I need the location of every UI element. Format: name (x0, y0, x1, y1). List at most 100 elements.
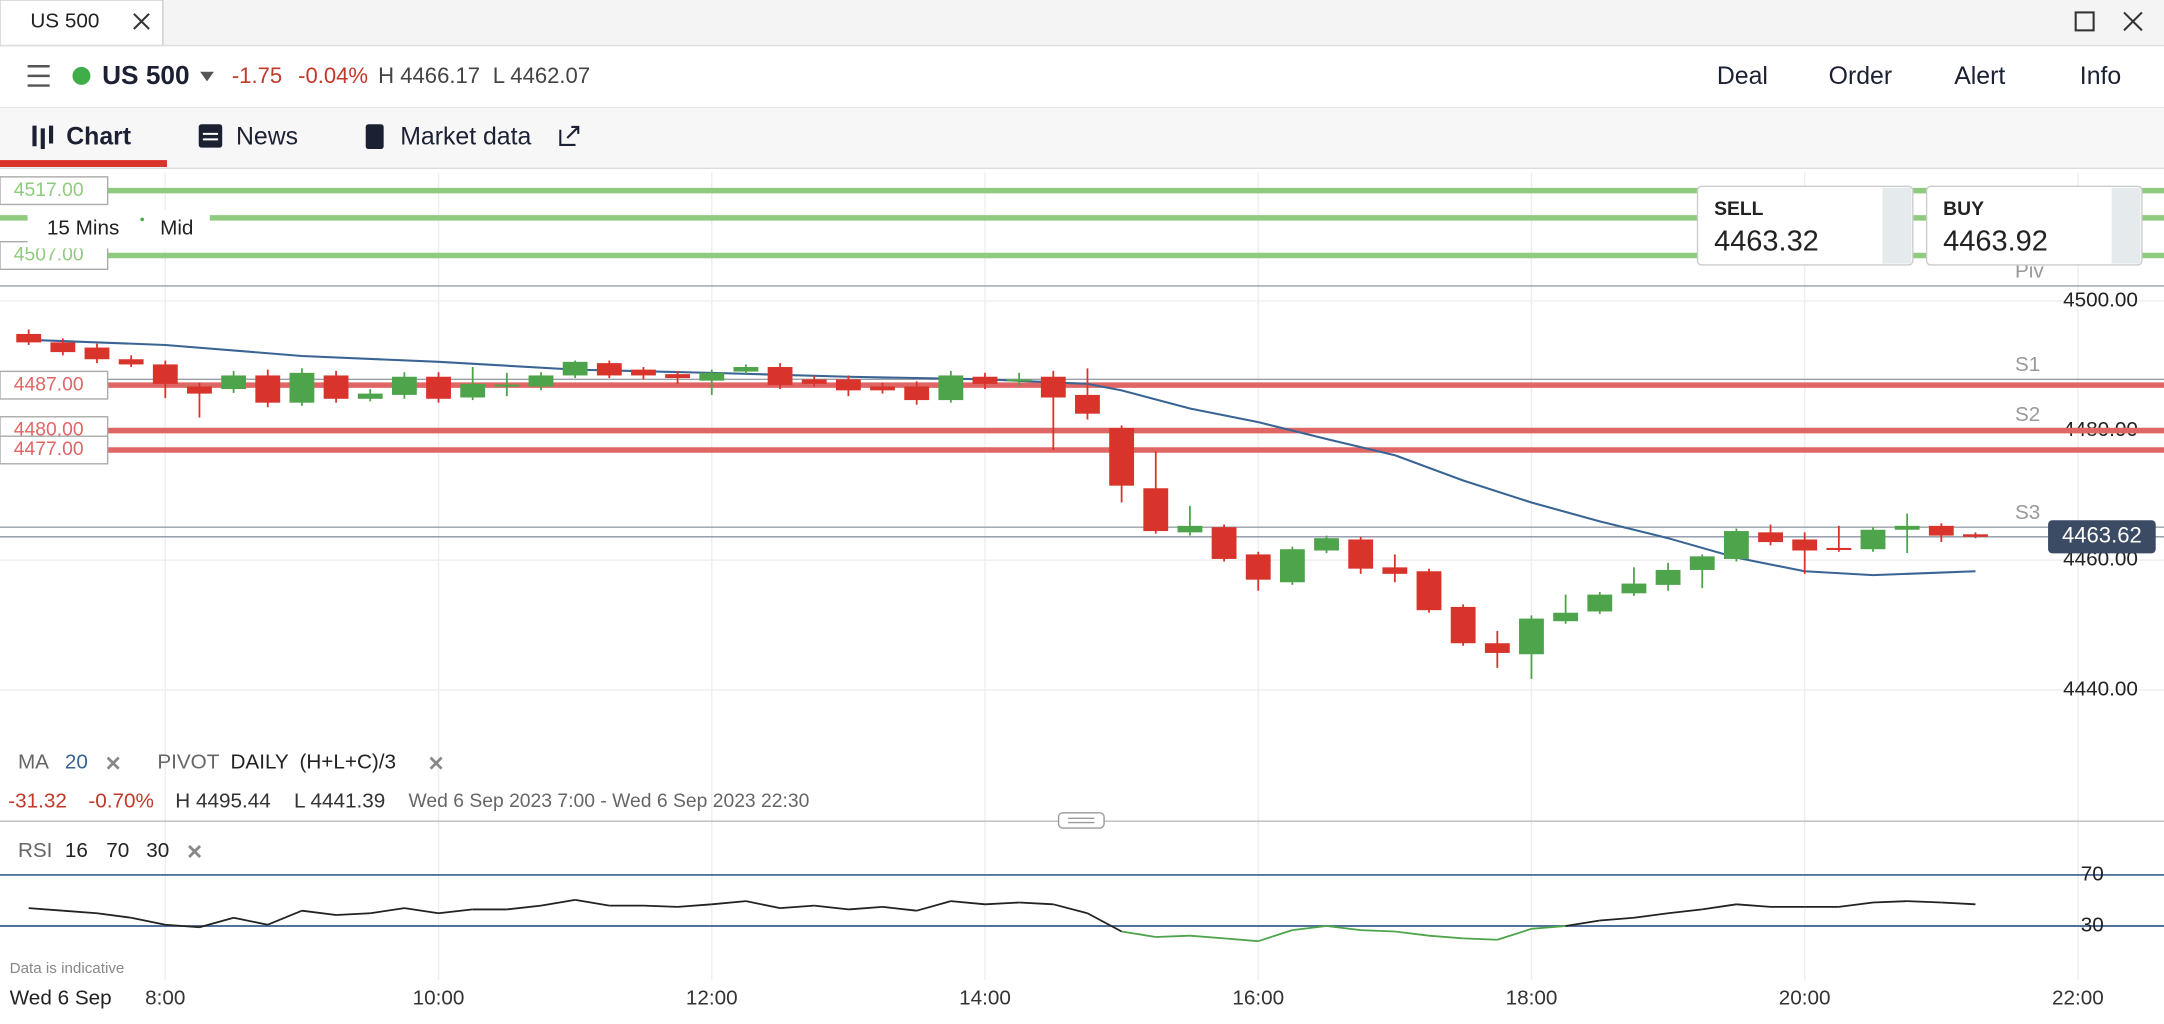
resize-handle[interactable] (1057, 812, 1105, 829)
rsi-segment (370, 907, 405, 915)
change-pct: -0.04% (298, 63, 368, 88)
candle-body (84, 347, 110, 360)
rsi-lower: 30 (146, 839, 169, 862)
level-label: 4480.00 (14, 420, 84, 441)
rsi-segment (336, 912, 371, 916)
candle-body (938, 375, 964, 401)
rsi-segment (301, 909, 337, 916)
rsi-segment (575, 898, 610, 907)
rsi-segment (540, 898, 576, 907)
symbol[interactable]: US 500 (102, 60, 189, 90)
rsi-segment (62, 909, 98, 915)
ma-period: 20 (65, 751, 88, 774)
candle-body (733, 367, 759, 372)
tab[interactable] (0, 0, 164, 47)
buy-box[interactable] (1925, 185, 2143, 266)
rsi-segment (1531, 925, 1566, 930)
info-button[interactable]: Info (2080, 63, 2121, 90)
symbol-dropdown[interactable] (200, 71, 214, 82)
candle-body (1416, 571, 1442, 611)
rsi-segment (233, 916, 268, 926)
x-tick-label: 14:00 (959, 987, 1011, 1010)
buy-label: BUY (1943, 199, 1984, 220)
ma-remove[interactable] (106, 756, 120, 770)
rsi-segment (165, 923, 200, 929)
deal-button[interactable]: Deal (1717, 63, 1768, 90)
rsi-period: 16 (65, 839, 88, 862)
rsi-segment (916, 900, 952, 912)
candle-body (1279, 549, 1305, 583)
interval-box[interactable] (27, 209, 210, 249)
rsi-segment (199, 916, 234, 929)
menu-icon[interactable] (27, 65, 50, 87)
rsi-segment (1428, 934, 1464, 940)
rsi-segment (1360, 929, 1395, 933)
close-button[interactable] (2123, 11, 2143, 32)
buy-price: 4463.92 (1943, 226, 2048, 258)
summary-change-pct: -0.70% (88, 789, 154, 812)
x-tick-label: 22:00 (2052, 987, 2104, 1010)
nav-news[interactable]: News (236, 124, 298, 151)
maximize-button[interactable] (2074, 11, 2095, 32)
summary-low: L 4441.39 (294, 789, 385, 812)
rsi-segment (96, 912, 132, 919)
summary-high: H 4495.44 (175, 789, 270, 812)
nav-bar (0, 107, 2164, 169)
rsi-segment (28, 907, 63, 912)
nav-market-data[interactable]: Market data (400, 124, 531, 151)
active-indicator (0, 160, 167, 167)
pivot-name: PIVOT (157, 751, 219, 774)
level-label: 4517.00 (14, 180, 84, 201)
candle-body (255, 375, 281, 403)
external-link-icon (559, 125, 580, 146)
candle-body (494, 384, 520, 387)
low: L 4462.07 (493, 63, 590, 88)
tab-close[interactable] (133, 13, 150, 30)
rsi-segment (1838, 901, 1874, 908)
pivot-label: S2 (2015, 403, 2040, 426)
rsi-segment (1155, 934, 1190, 938)
candle-body (426, 376, 451, 399)
price-type[interactable]: Mid (160, 217, 193, 240)
candle-body (1109, 427, 1135, 486)
rsi-segment (1394, 930, 1430, 937)
candle-body (1963, 534, 1988, 537)
alert-button[interactable]: Alert (1954, 63, 2005, 90)
resize-grip (1068, 817, 1095, 824)
rsi-remove[interactable] (188, 844, 202, 858)
separator-dot (140, 217, 144, 222)
level-tag (0, 176, 109, 206)
candle-body (699, 372, 725, 381)
rsi-segment (848, 905, 883, 911)
rsi-segment (1565, 919, 1600, 927)
rsi-segment (404, 907, 439, 915)
candle-body (631, 369, 656, 376)
nav-chart[interactable]: Chart (66, 124, 131, 151)
rsi-segment (1736, 903, 1771, 908)
candle-body (1928, 525, 1954, 536)
x-tick-label: 20:00 (1779, 987, 1831, 1010)
pivot-remove[interactable] (429, 756, 443, 770)
chart-icon (32, 125, 54, 150)
rsi-segment (1872, 900, 1908, 904)
candle-body (1553, 612, 1579, 622)
order-button[interactable]: Order (1829, 63, 1892, 90)
candle-body (289, 372, 315, 403)
disclaimer: Data is indicative (10, 960, 125, 977)
rsi-segment (1224, 937, 1259, 943)
tab-bar (0, 0, 2164, 46)
rsi-segment (1326, 925, 1361, 931)
x-tick-label: 18:00 (1506, 987, 1558, 1010)
candle-body (1484, 643, 1510, 653)
rsi-segment (1667, 908, 1703, 915)
ma-line (28, 338, 1976, 577)
rsi-segment (1257, 929, 1293, 943)
candle-body (972, 376, 998, 384)
interval[interactable]: 15 Mins (47, 217, 119, 240)
buy-box-edge (2111, 187, 2141, 264)
rsi-segment (711, 900, 747, 906)
news-icon (198, 124, 223, 148)
sell-box[interactable] (1696, 185, 1914, 266)
pivot-period: DAILY (230, 751, 288, 774)
